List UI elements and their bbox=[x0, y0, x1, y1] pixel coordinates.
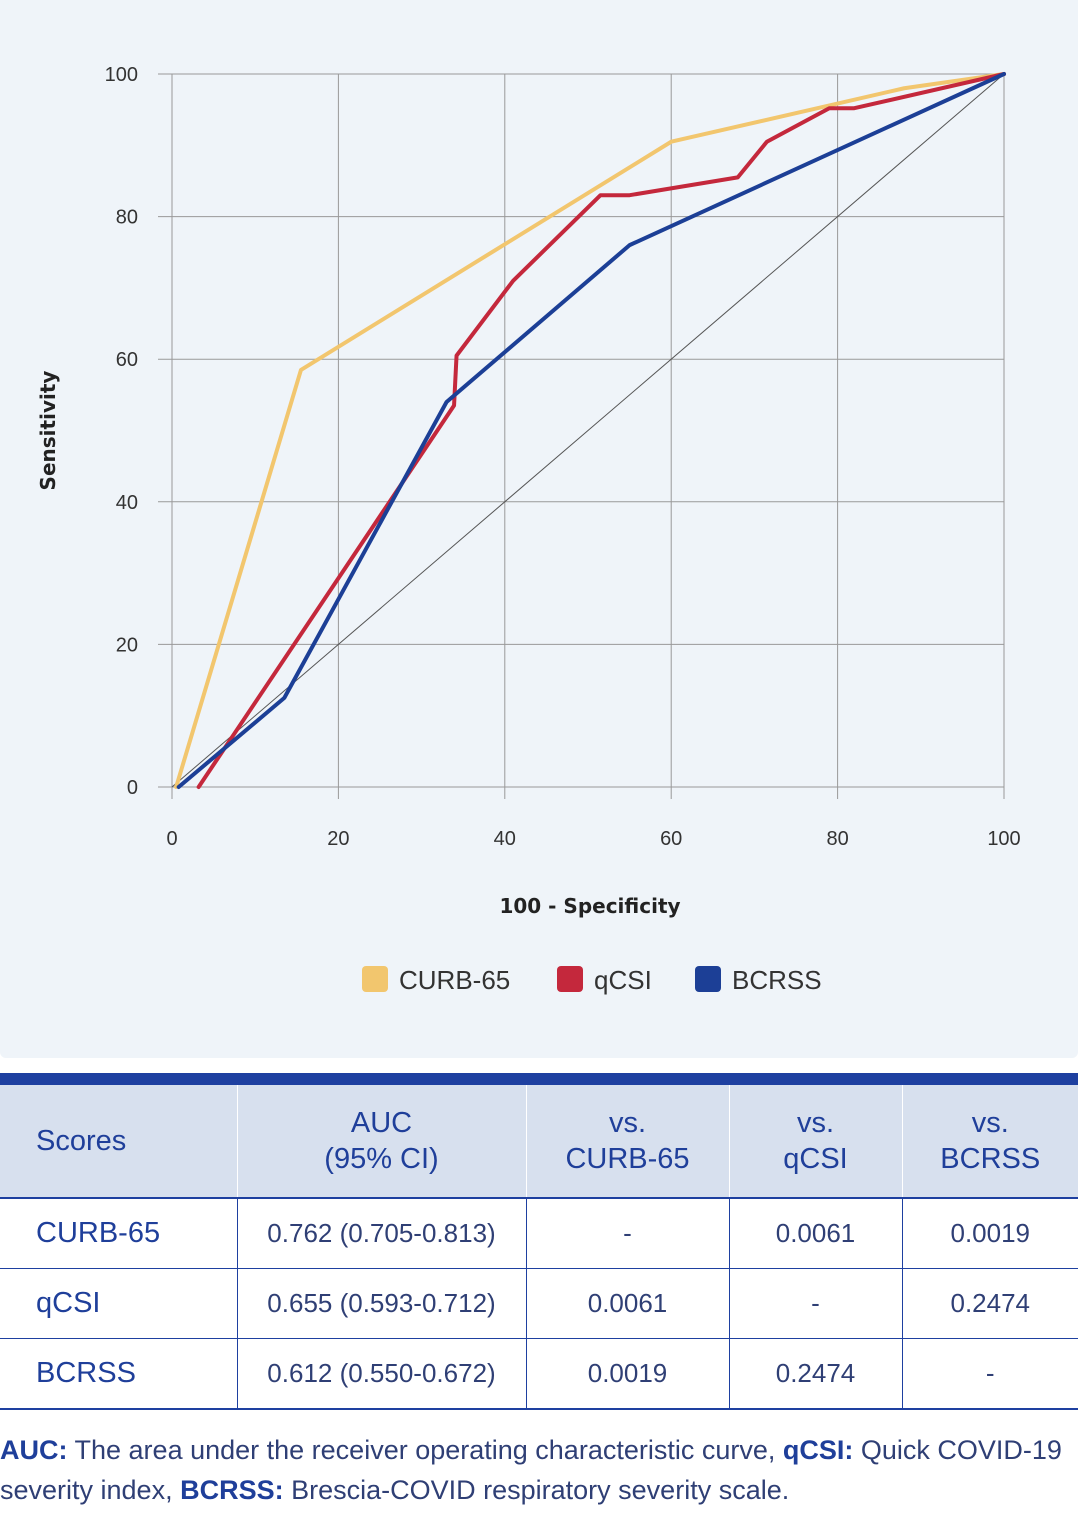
y-tick-label: 100 bbox=[105, 64, 138, 86]
legend-label-curb65: CURB-65 bbox=[399, 965, 510, 995]
footnote-auc-term: AUC: bbox=[0, 1435, 68, 1465]
table-row: BCRSS 0.612 (0.550-0.672) 0.0019 0.2474 … bbox=[0, 1338, 1078, 1410]
legend-swatch-bcrss bbox=[695, 966, 721, 992]
series-line-bcrss bbox=[176, 72, 1006, 789]
footnote-bcrss-term: BCRSS: bbox=[180, 1475, 284, 1505]
tick-labels: 0 20 40 60 80 100 0 20 40 60 80 100 bbox=[105, 64, 1021, 850]
scores-table-container: Scores AUC (95% CI) vs. CURB-65 vs. qCSI vs… bbox=[0, 1073, 1078, 1410]
x-tick-label: 60 bbox=[660, 828, 682, 850]
footnote-qcsi-term: qCSI: bbox=[782, 1435, 854, 1465]
row-score-name: qCSI bbox=[0, 1268, 238, 1339]
x-tick-label: 80 bbox=[826, 828, 848, 850]
footnote-auc-def: The area under the receiver operating ch… bbox=[67, 1435, 783, 1465]
footnote: AUC: The area under the receiver operati… bbox=[0, 1430, 1078, 1510]
y-tick-label: 20 bbox=[116, 634, 138, 656]
p-value-cell: 0.0061 bbox=[728, 1197, 903, 1269]
legend-swatch-qcsi bbox=[557, 966, 583, 992]
row-score-name: CURB-65 bbox=[0, 1197, 238, 1269]
header-vs-bcrss: vs. BCRSS bbox=[901, 1073, 1078, 1199]
y-axis-title: Sensitivity bbox=[36, 371, 60, 491]
x-axis-title: 100 - Specificity bbox=[499, 894, 680, 918]
y-tick-label: 60 bbox=[116, 349, 138, 371]
table-row: qCSI 0.655 (0.593-0.712) 0.0061 - 0.2474 bbox=[0, 1268, 1078, 1339]
x-tick-label: 20 bbox=[327, 828, 349, 850]
p-value-cell: 0.2474 bbox=[901, 1268, 1078, 1339]
y-tick-label: 40 bbox=[116, 492, 138, 514]
p-value-cell: 0.0019 bbox=[901, 1197, 1078, 1269]
legend-label-bcrss: BCRSS bbox=[732, 965, 822, 995]
legend-label-qcsi: qCSI bbox=[594, 965, 652, 995]
auc-cell: 0.612 (0.550-0.672) bbox=[236, 1338, 527, 1410]
table-header-row: Scores AUC (95% CI) vs. CURB-65 vs. qCSI vs… bbox=[0, 1073, 1078, 1199]
series-line-qcsi bbox=[196, 72, 1006, 789]
auc-cell: 0.655 (0.593-0.712) bbox=[236, 1268, 527, 1339]
header-vs-curb65: vs. CURB-65 bbox=[525, 1073, 730, 1199]
chart-panel: 0 20 40 60 80 100 0 20 40 60 80 100 100 - Specifici… bbox=[0, 0, 1078, 1058]
grid bbox=[158, 73, 1005, 799]
auc-cell: 0.762 (0.705-0.813) bbox=[236, 1197, 527, 1269]
p-value-cell: 0.2474 bbox=[728, 1338, 903, 1410]
series-line-curb65 bbox=[174, 72, 1006, 789]
p-value-cell: 0.0061 bbox=[525, 1268, 730, 1339]
roc-chart: 0 20 40 60 80 100 0 20 40 60 80 100 100 - Specifici… bbox=[36, 64, 1021, 995]
header-scores: Scores bbox=[0, 1073, 238, 1199]
table-row: CURB-65 0.762 (0.705-0.813) - 0.0061 0.0… bbox=[0, 1197, 1078, 1269]
header-vs-qcsi: vs. qCSI bbox=[728, 1073, 903, 1199]
y-tick-label: 80 bbox=[116, 207, 138, 229]
header-auc: AUC (95% CI) bbox=[236, 1073, 527, 1199]
x-tick-label: 100 bbox=[987, 828, 1020, 850]
p-value-cell: - bbox=[525, 1197, 730, 1269]
scores-table: Scores AUC (95% CI) vs. CURB-65 vs. qCSI vs… bbox=[0, 1073, 1078, 1410]
footnote-qcsi-def: Quick COVID-19 severity index, bbox=[0, 1435, 1062, 1505]
y-tick-label: 0 bbox=[127, 777, 138, 799]
row-score-name: BCRSS bbox=[0, 1338, 238, 1410]
p-value-cell: - bbox=[728, 1268, 903, 1339]
reference-diagonal bbox=[171, 73, 1005, 788]
p-value-cell: - bbox=[901, 1338, 1078, 1410]
legend-swatch-curb65 bbox=[362, 966, 388, 992]
x-tick-label: 40 bbox=[494, 828, 516, 850]
x-tick-label: 0 bbox=[166, 828, 177, 850]
legend: CURB-65 qCSI BCRSS bbox=[362, 965, 822, 995]
series-lines bbox=[174, 72, 1006, 789]
p-value-cell: 0.0019 bbox=[525, 1338, 730, 1410]
footnote-bcrss-def: Brescia-COVID respiratory severity scale… bbox=[283, 1475, 790, 1505]
